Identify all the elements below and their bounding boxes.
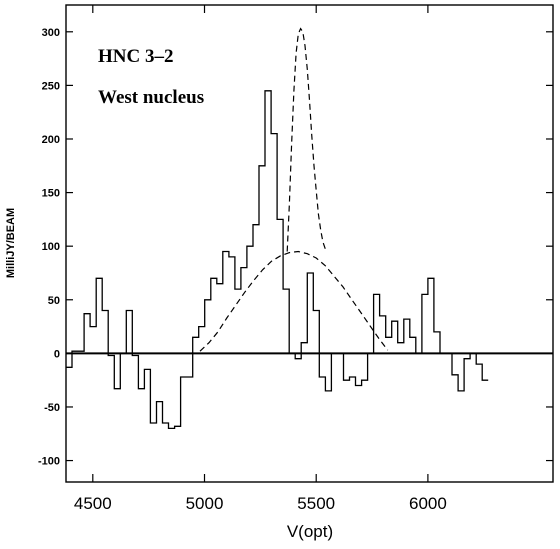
plot-frame xyxy=(65,4,554,483)
x-tick-label: 5000 xyxy=(186,494,224,513)
y-tick-labels: -100 -50 0 50 100 150 200 250 300 xyxy=(38,27,60,468)
axis-ticks xyxy=(66,5,553,482)
y-tick-label: 300 xyxy=(42,27,60,39)
observed-spectrum-histogram xyxy=(66,90,489,430)
y-tick-label: 150 xyxy=(42,188,60,200)
x-tick-label: 5500 xyxy=(297,494,335,513)
narrow-gaussian-fit xyxy=(286,27,328,252)
annotation-region: West nucleus xyxy=(98,87,204,108)
x-tick-label: 4500 xyxy=(74,494,112,513)
y-tick-label: -100 xyxy=(38,456,60,468)
series-layer xyxy=(66,27,489,430)
y-tick-label: 250 xyxy=(42,80,60,92)
x-tick-label: 6000 xyxy=(409,494,447,513)
y-tick-label: 50 xyxy=(48,295,60,307)
y-tick-label: 0 xyxy=(54,348,60,360)
y-axis-label: MilliJY/BEAM xyxy=(5,208,17,278)
x-axis-label: V(opt) xyxy=(287,522,333,541)
y-tick-label: 100 xyxy=(42,241,60,253)
annotation-molecule: HNC 3–2 xyxy=(98,46,173,67)
y-tick-label: 200 xyxy=(42,134,60,146)
x-tick-labels: 4500 5000 5500 6000 xyxy=(74,494,447,513)
broad-gaussian-fit xyxy=(199,250,389,352)
y-tick-label: -50 xyxy=(44,402,60,414)
